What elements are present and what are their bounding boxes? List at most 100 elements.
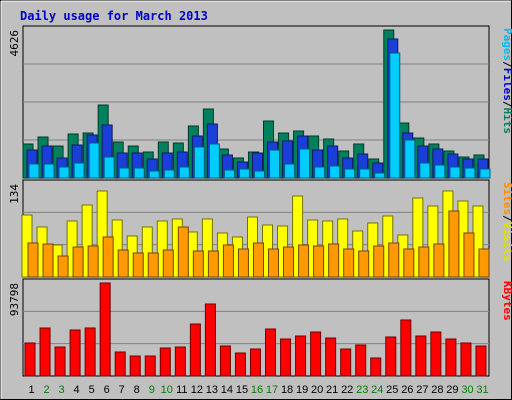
bar-visits-day-9 [141, 226, 153, 278]
bar-sites-day-3 [57, 255, 69, 278]
day-label-29: 29 [446, 384, 458, 396]
bar-sites-day-21 [328, 243, 340, 278]
bar-visits-day-13 [201, 218, 213, 278]
bar-kbytes-day-22 [340, 348, 352, 377]
day-label-20: 20 [311, 384, 323, 396]
day-label-17: 17 [266, 384, 278, 396]
bar-pages-day-25 [389, 52, 401, 179]
day-label-16: 16 [251, 384, 263, 396]
bar-kbytes-day-12 [189, 323, 201, 377]
panel-kbytes: 93798 KBytes [8, 278, 512, 377]
bar-kbytes-day-27 [415, 335, 427, 377]
day-label-18: 18 [281, 384, 293, 396]
bar-pages-day-4 [73, 162, 85, 179]
bar-pages-day-29 [449, 166, 461, 179]
bar-kbytes-day-2 [39, 327, 51, 377]
bar-pages-day-16 [253, 170, 265, 179]
bar-kbytes-day-20 [310, 331, 322, 377]
bar-sites-day-31 [478, 248, 490, 278]
bar-kbytes-day-9 [144, 355, 156, 377]
bar-sites-day-4 [72, 246, 84, 278]
bar-pages-day-14 [223, 169, 235, 179]
legend-item: Hits [501, 108, 512, 135]
bar-kbytes-day-11 [174, 346, 186, 377]
bar-pages-day-26 [404, 139, 416, 179]
bar-kbytes-day-7 [114, 351, 126, 377]
bar-sites-day-14 [222, 244, 234, 278]
bar-pages-day-30 [464, 167, 476, 179]
legend-item: / [501, 101, 512, 108]
y-max-label: 4626 [8, 30, 21, 57]
day-label-1: 1 [28, 384, 34, 396]
bar-sites-day-18 [283, 246, 295, 278]
day-label-2: 2 [43, 384, 49, 396]
day-label-31: 31 [476, 384, 488, 396]
bar-kbytes-day-26 [400, 319, 412, 377]
bar-pages-day-28 [434, 164, 446, 179]
bar-pages-day-20 [314, 166, 326, 179]
legend-item: Files [501, 68, 512, 101]
bar-kbytes-day-28 [430, 331, 442, 377]
bar-kbytes-day-23 [355, 344, 367, 377]
day-label-21: 21 [326, 384, 338, 396]
day-label-10: 10 [161, 384, 173, 396]
day-label-15: 15 [236, 384, 248, 396]
day-label-4: 4 [74, 384, 80, 396]
bar-kbytes-day-15 [234, 352, 246, 377]
day-label-25: 25 [386, 384, 398, 396]
bar-sites-day-25 [388, 242, 400, 278]
y-max-label: 134 [8, 184, 21, 204]
legend-visits-sites: Sites/Visits [501, 182, 512, 262]
bar-pages-day-10 [163, 169, 175, 179]
bar-pages-day-15 [238, 168, 250, 179]
bar-pages-day-12 [193, 146, 205, 179]
bar-sites-day-15 [237, 248, 249, 278]
bar-pages-day-19 [299, 148, 311, 179]
y-max-label: 93798 [8, 283, 21, 316]
day-label-30: 30 [461, 384, 473, 396]
bar-kbytes-day-8 [129, 355, 141, 377]
legend-hits-files-pages: Pages/Files/Hits [501, 28, 512, 134]
bar-sites-day-27 [418, 246, 430, 278]
bar-visits-day-19 [292, 195, 304, 278]
bar-kbytes-day-30 [460, 342, 472, 377]
bar-pages-day-11 [178, 166, 190, 179]
day-label-11: 11 [176, 384, 187, 396]
bar-sites-day-11 [177, 226, 189, 278]
bar-kbytes-day-13 [204, 303, 216, 377]
day-label-14: 14 [221, 384, 233, 396]
bar-sites-day-30 [463, 232, 475, 278]
bar-visits-day-6 [96, 190, 108, 278]
bar-kbytes-day-31 [475, 345, 487, 377]
bar-kbytes-day-25 [385, 336, 397, 377]
legend-item: / [501, 215, 512, 222]
day-label-6: 6 [104, 384, 110, 396]
day-labels: 1 2 3 4 5 6 7 8 9 10 11 12 13 14 15 16 17 18 19 20 21 22 23 24 2… [28, 384, 488, 396]
bar-sites-day-20 [313, 245, 325, 278]
bar-kbytes-day-17 [265, 328, 277, 377]
bar-kbytes-day-19 [295, 335, 307, 377]
bar-sites-day-7 [117, 249, 129, 278]
bar-pages-day-22 [344, 168, 356, 179]
bar-pages-day-17 [269, 149, 281, 179]
legend-item: / [501, 61, 512, 68]
bar-kbytes-day-10 [159, 347, 171, 377]
bar-visits-day-5 [81, 204, 93, 278]
bar-sites-day-29 [448, 210, 460, 278]
bar-sites-day-23 [358, 250, 370, 278]
bar-kbytes-day-14 [219, 345, 231, 377]
bar-visits-day-10 [156, 220, 168, 278]
bar-pages-day-21 [329, 165, 341, 179]
bar-sites-day-10 [162, 249, 174, 278]
bar-sites-day-12 [192, 250, 204, 278]
bar-pages-day-9 [148, 170, 160, 179]
bar-sites-day-9 [147, 252, 159, 278]
bar-kbytes-day-4 [69, 329, 81, 377]
day-label-27: 27 [416, 384, 428, 396]
bar-kbytes-day-6 [99, 282, 111, 377]
legend-item: KBytes [501, 281, 512, 321]
bar-visits-day-28 [427, 205, 439, 278]
bar-sites-day-5 [87, 245, 99, 278]
legend-kbytes: KBytes [501, 281, 512, 321]
